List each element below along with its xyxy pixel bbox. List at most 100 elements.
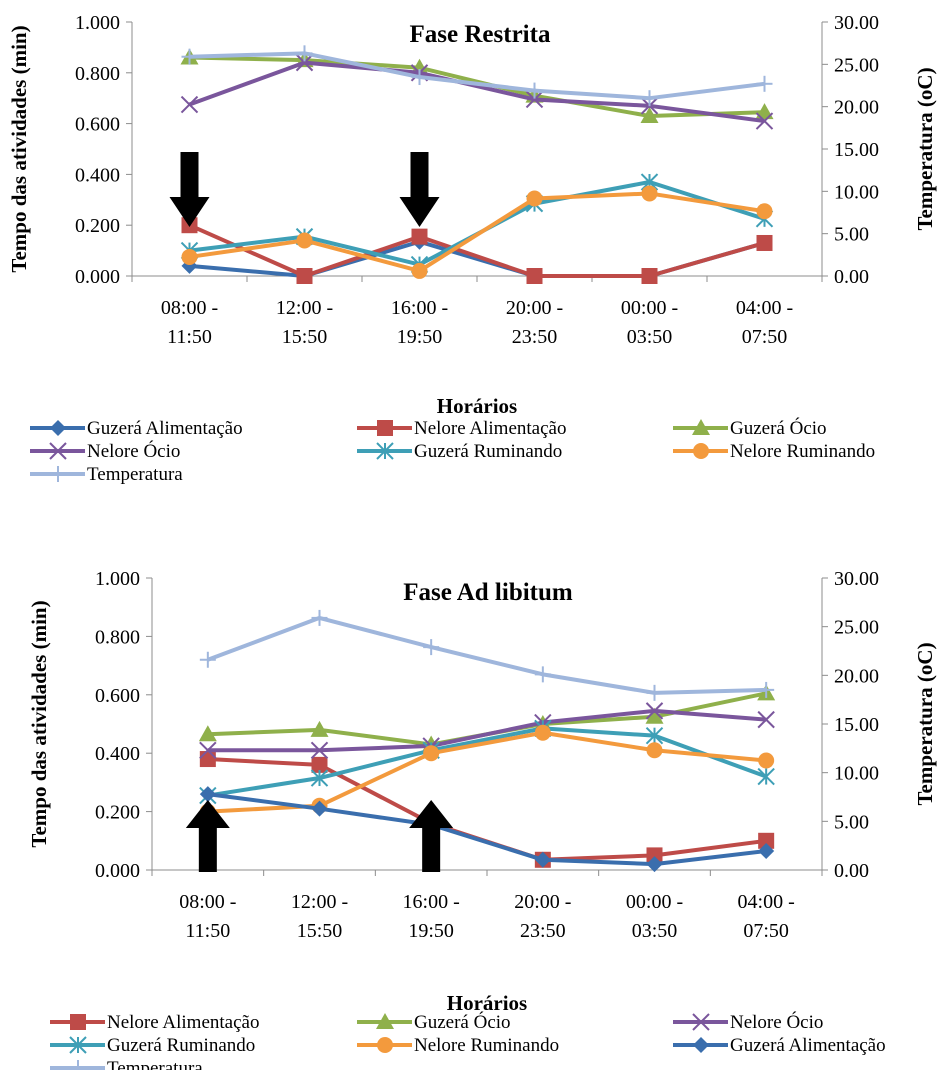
right-tick-label: 10.00	[834, 763, 879, 785]
left-tick-label: 0.000	[95, 860, 140, 882]
legend-marker	[69, 1036, 87, 1054]
legend-item-guzera-alimentacao: Guzerá Alimentação	[673, 1035, 886, 1056]
data-point	[296, 268, 313, 284]
data-point	[198, 725, 217, 742]
right-tick-label: 20.00	[834, 97, 879, 119]
legend-label: Nelore Ócio	[87, 440, 180, 462]
y2-axis-title: Temperatura (oC)	[913, 642, 937, 805]
x-tick-label: 04:00 -07:50	[738, 891, 795, 942]
data-point	[411, 262, 428, 279]
x-tick-label: 12:00 -15:50	[276, 297, 333, 348]
data-point	[199, 651, 216, 668]
data-point	[181, 248, 198, 265]
left-tick-label: 0.600	[75, 114, 120, 136]
legend-item-nelore-alimentacao: Nelore Alimentação	[50, 1012, 259, 1033]
data-point	[423, 639, 440, 656]
data-point	[756, 234, 773, 251]
series-line	[207, 792, 767, 867]
data-point	[311, 609, 328, 626]
data-point	[756, 75, 773, 92]
data-point	[526, 82, 543, 99]
left-tick-label: 0.800	[95, 626, 140, 648]
data-point	[645, 726, 664, 745]
data-point	[646, 856, 663, 873]
left-tick-label: 0.400	[75, 164, 120, 186]
data-point	[199, 751, 216, 768]
legend-item-guzera-ruminando: Guzerá Ruminando	[50, 1035, 255, 1056]
legend-label: Guzerá Ócio	[730, 417, 827, 439]
legend-label: Guzerá Ócio	[414, 1011, 511, 1033]
data-point	[641, 185, 658, 202]
legend-label: Temperatura	[107, 1058, 203, 1070]
data-point	[411, 69, 428, 86]
legend-item-nelore-ruminando: Nelore Ruminando	[357, 1035, 559, 1056]
right-tick-label: 5.00	[834, 224, 869, 246]
legend-marker	[692, 419, 710, 435]
series-line	[189, 180, 766, 267]
left-tick-label: 0.800	[75, 63, 120, 85]
legend-item-temperatura: Temperatura	[50, 1058, 203, 1070]
data-point	[758, 832, 775, 849]
data-point	[310, 720, 329, 737]
legend-item-temperatura: Temperatura	[30, 464, 183, 485]
x-tick-label: 00:00 -03:50	[626, 891, 683, 942]
data-point	[199, 786, 216, 803]
data-point	[296, 232, 313, 249]
chart-title: Fase Ad libitum	[403, 579, 573, 606]
data-point	[758, 681, 775, 698]
x-tick-label: 16:00 -19:50	[403, 891, 460, 942]
legend-item-nelore-ocio: Nelore Ócio	[30, 440, 180, 462]
right-tick-label: 5.00	[834, 811, 869, 833]
right-tick-label: 25.00	[834, 54, 879, 76]
data-point	[645, 702, 664, 720]
legend-label: Guzerá Ruminando	[414, 441, 562, 462]
data-point	[756, 203, 773, 220]
left-tick-label: 0.600	[95, 685, 140, 707]
series-guzera-alimentacao	[199, 786, 775, 873]
left-tick-label: 0.400	[95, 743, 140, 765]
legend-label: Guzerá Alimentação	[730, 1035, 886, 1056]
legend-marker	[693, 443, 709, 459]
data-point	[534, 724, 551, 741]
data-point	[757, 710, 775, 729]
legend-marker	[692, 1013, 710, 1031]
data-point	[310, 741, 329, 759]
x-tick-label: 16:00 -19:50	[391, 297, 448, 348]
right-tick-label: 25.00	[834, 617, 879, 639]
data-point	[646, 684, 663, 701]
data-point	[526, 190, 543, 207]
data-point	[310, 769, 329, 787]
data-point	[646, 847, 663, 864]
legend-label: Nelore Alimentação	[107, 1012, 259, 1033]
arrow-up	[185, 800, 230, 872]
legend-marker	[377, 420, 393, 436]
left-tick-label: 0.200	[95, 802, 140, 824]
legend-label: Nelore Alimentação	[414, 418, 566, 439]
data-point	[641, 268, 658, 284]
chart-fase-ad-libitum: 0.000 0.200 0.400 0.600 0.800 1.000 0.00 5.00 10…	[27, 568, 937, 1070]
data-point	[640, 106, 659, 123]
data-point	[534, 666, 551, 683]
data-point	[311, 800, 328, 817]
legend-item-nelore-ocio: Nelore Ócio	[673, 1011, 823, 1033]
data-point	[525, 90, 544, 109]
left-tick-label: 0.000	[75, 266, 120, 288]
left-tick-label: 1.000	[95, 568, 140, 590]
legend-label: Nelore Ócio	[730, 1011, 823, 1033]
legend-marker	[50, 420, 66, 436]
data-point	[423, 745, 440, 762]
legend-label: Temperatura	[87, 464, 183, 485]
y-axis-title: Tempo das atividades (min)	[7, 25, 31, 272]
series-line	[207, 708, 767, 753]
series-line	[188, 223, 766, 278]
legend-item-nelore-alimentacao: Nelore Alimentação	[357, 418, 566, 439]
x-tick-label: 12:00 -15:50	[291, 891, 348, 942]
series-nelore-alimentacao	[181, 217, 773, 284]
left-tick-label: 0.200	[75, 215, 120, 237]
data-point	[296, 45, 313, 62]
series-temperatura	[181, 45, 773, 107]
right-tick-label: 30.00	[834, 12, 879, 34]
data-point	[755, 112, 774, 130]
data-point	[645, 707, 664, 724]
series-line	[207, 615, 767, 695]
